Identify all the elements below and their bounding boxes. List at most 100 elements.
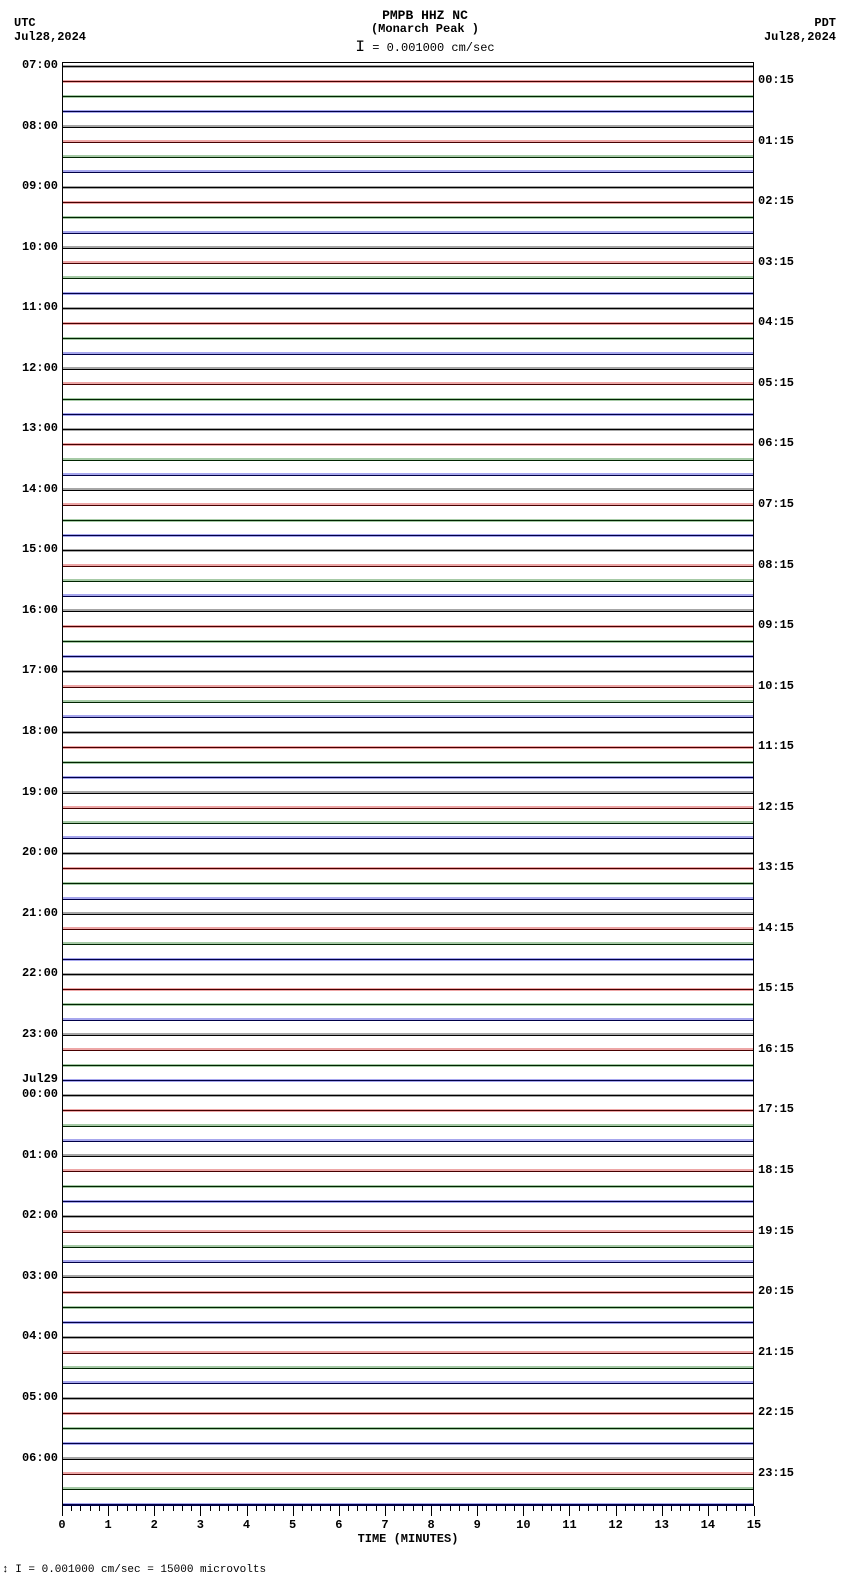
trace-line <box>63 278 753 279</box>
trace-line <box>63 1110 753 1111</box>
right-time-label: 14:15 <box>758 921 794 935</box>
trace-line <box>63 641 753 642</box>
trace-line <box>63 596 753 597</box>
trace-line <box>63 1307 753 1308</box>
left-day-label: Jul29 <box>8 1072 58 1086</box>
trace-line <box>63 293 753 294</box>
right-time-label: 11:15 <box>758 739 794 753</box>
right-time-label: 02:15 <box>758 194 794 208</box>
x-tick-minor <box>163 1506 164 1511</box>
x-tick-major <box>154 1506 155 1516</box>
x-tick-minor <box>588 1506 589 1511</box>
left-time-label: 18:00 <box>8 724 58 738</box>
x-tick-minor <box>136 1506 137 1511</box>
trace-line <box>63 1337 753 1338</box>
left-time-label: 14:00 <box>8 482 58 496</box>
left-time-label: 23:00 <box>8 1027 58 1041</box>
x-tick-minor <box>265 1506 266 1511</box>
x-tick-minor <box>671 1506 672 1511</box>
x-tick-major <box>293 1506 294 1516</box>
x-tick-minor <box>745 1506 746 1511</box>
right-time-label: 15:15 <box>758 981 794 995</box>
x-tick-major <box>200 1506 201 1516</box>
x-tick-minor <box>311 1506 312 1511</box>
trace-line <box>63 1004 753 1005</box>
right-time-label: 21:15 <box>758 1345 794 1359</box>
trace-line <box>63 566 753 567</box>
trace-line <box>63 1504 753 1505</box>
left-time-label: 05:00 <box>8 1390 58 1404</box>
trace-line <box>63 460 753 461</box>
x-tick-minor <box>422 1506 423 1511</box>
station-name-title: (Monarch Peak ) <box>0 22 850 36</box>
trace-line <box>63 338 753 339</box>
trace-line <box>63 823 753 824</box>
x-tick-major <box>339 1506 340 1516</box>
x-tick-major <box>708 1506 709 1516</box>
right-time-label: 07:15 <box>758 497 794 511</box>
trace-line <box>63 732 753 733</box>
plot-area <box>62 62 754 1506</box>
utc-tz-label: UTC <box>14 16 36 30</box>
x-tick-label: 11 <box>562 1518 576 1532</box>
trace-line <box>63 127 753 128</box>
x-tick-minor <box>256 1506 257 1511</box>
x-tick-minor <box>440 1506 441 1511</box>
left-time-label: 03:00 <box>8 1269 58 1283</box>
trace-line <box>63 369 753 370</box>
x-tick-minor <box>625 1506 626 1511</box>
helicorder-plot: PMPB HHZ NC (Monarch Peak ) I I = 0.0010… <box>0 0 850 1584</box>
right-time-label: 13:15 <box>758 860 794 874</box>
trace-line <box>63 1020 753 1021</box>
x-tick-major <box>523 1506 524 1516</box>
trace-line <box>63 747 753 748</box>
trace-line <box>63 989 753 990</box>
x-tick-label: 15 <box>747 1518 761 1532</box>
right-time-label: 08:15 <box>758 558 794 572</box>
x-tick-major <box>477 1506 478 1516</box>
right-time-label: 20:15 <box>758 1284 794 1298</box>
x-tick-minor <box>689 1506 690 1511</box>
station-channel-title: PMPB HHZ NC <box>0 8 850 23</box>
trace-line <box>63 1141 753 1142</box>
x-tick-minor <box>191 1506 192 1511</box>
x-tick-minor <box>403 1506 404 1511</box>
trace-line <box>63 1201 753 1202</box>
x-tick-minor <box>717 1506 718 1511</box>
trace-line <box>63 172 753 173</box>
trace-line <box>63 111 753 112</box>
x-tick-label: 3 <box>197 1518 204 1532</box>
trace-line <box>63 1126 753 1127</box>
trace-line <box>63 717 753 718</box>
left-time-label: 04:00 <box>8 1329 58 1343</box>
x-tick-label: 7 <box>381 1518 388 1532</box>
x-tick-minor <box>357 1506 358 1511</box>
x-tick-minor <box>579 1506 580 1511</box>
x-tick-minor <box>736 1506 737 1511</box>
trace-line <box>63 248 753 249</box>
x-tick-minor <box>99 1506 100 1511</box>
trace-line <box>63 959 753 960</box>
right-time-label: 12:15 <box>758 800 794 814</box>
trace-line <box>63 1171 753 1172</box>
x-tick-minor <box>71 1506 72 1511</box>
pdt-tz-label: PDT <box>814 16 836 30</box>
x-tick-minor <box>560 1506 561 1511</box>
x-tick-minor <box>182 1506 183 1511</box>
x-tick-label: 12 <box>608 1518 622 1532</box>
trace-line <box>63 929 753 930</box>
trace-line <box>63 899 753 900</box>
right-time-label: 09:15 <box>758 618 794 632</box>
x-tick-minor <box>173 1506 174 1511</box>
left-time-label: 19:00 <box>8 785 58 799</box>
x-tick-major <box>385 1506 386 1516</box>
left-time-label: 08:00 <box>8 119 58 133</box>
trace-line <box>63 187 753 188</box>
x-tick-minor <box>496 1506 497 1511</box>
trace-line <box>63 687 753 688</box>
x-tick-minor <box>726 1506 727 1511</box>
x-tick-minor <box>90 1506 91 1511</box>
trace-line <box>63 793 753 794</box>
trace-line <box>63 520 753 521</box>
left-time-label: 17:00 <box>8 663 58 677</box>
